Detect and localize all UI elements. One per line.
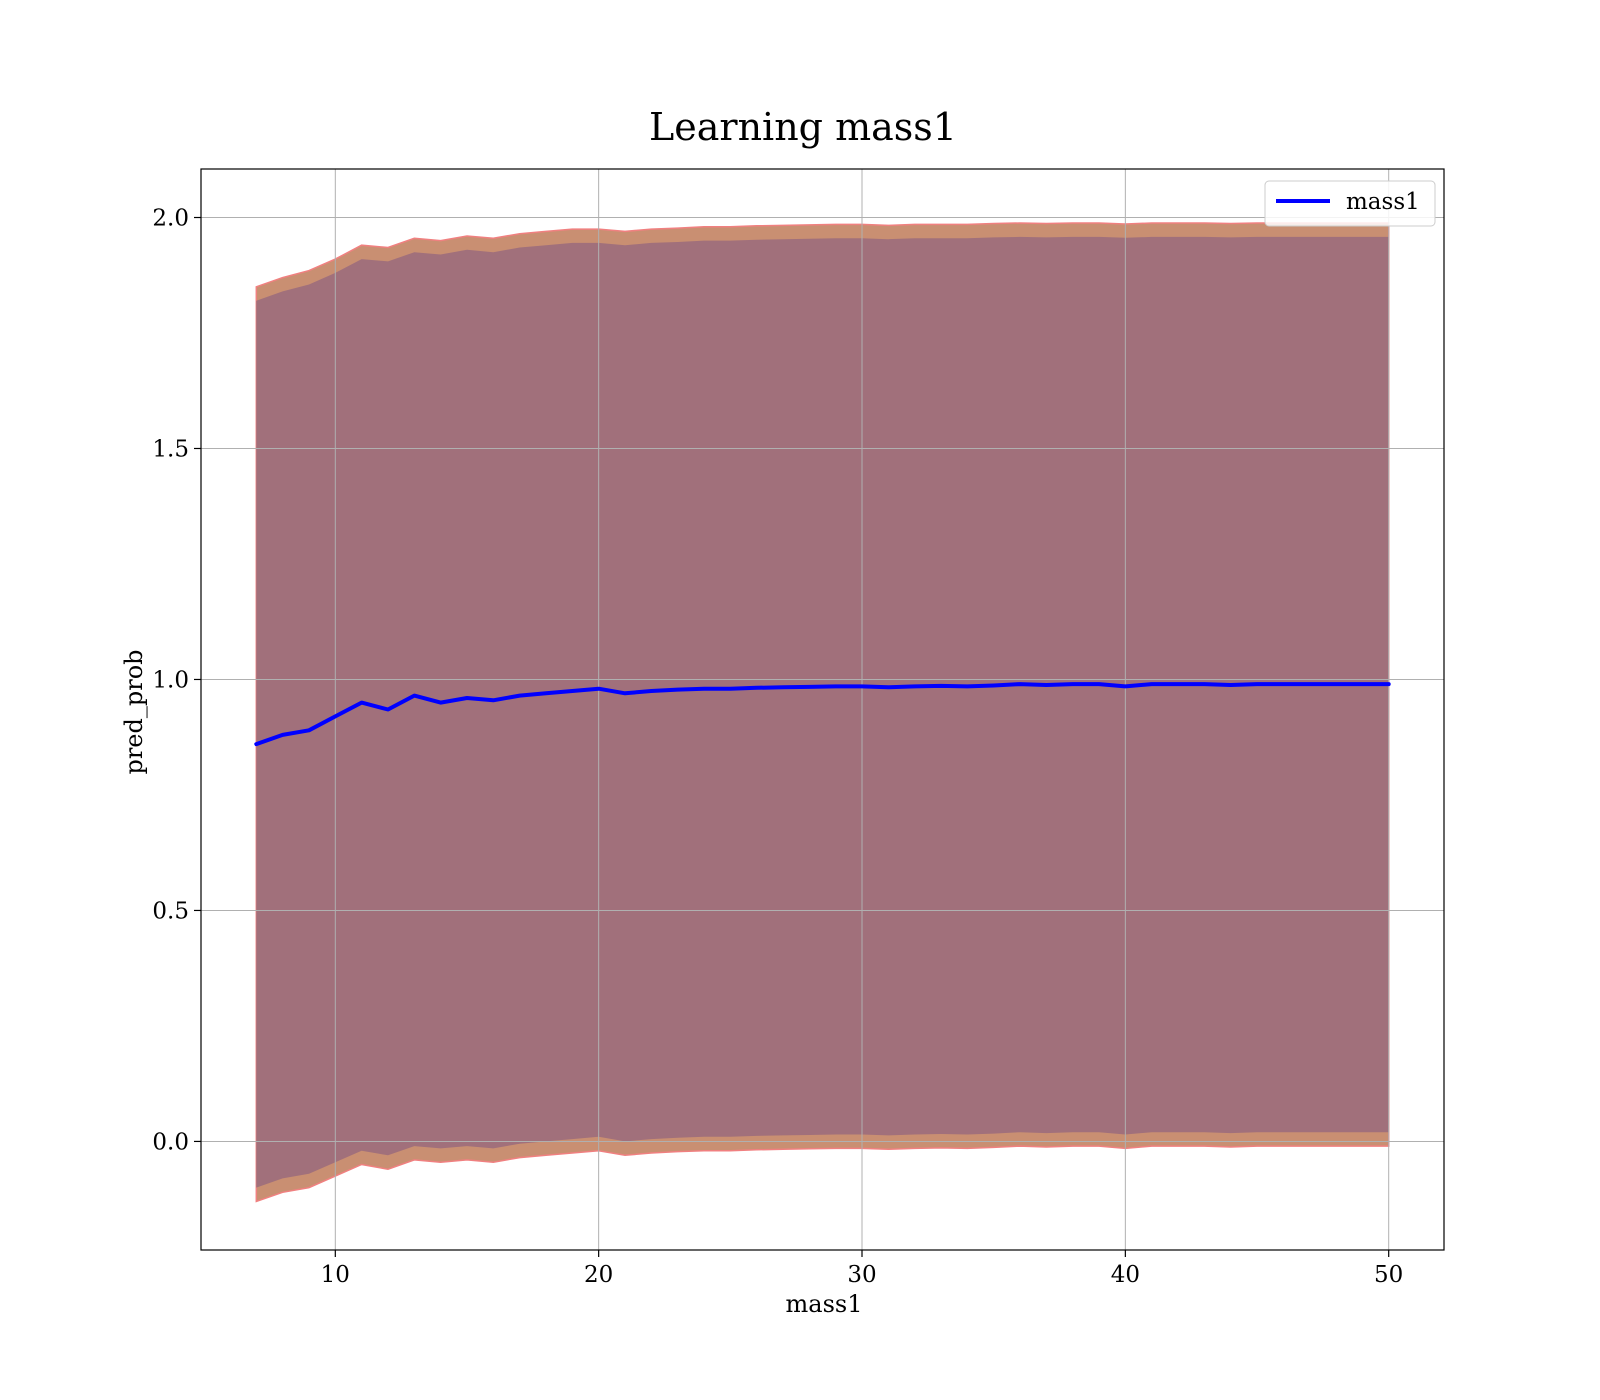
legend-label-mass1: mass1 bbox=[1346, 189, 1420, 215]
x-axis-ticks: 10 20 30 40 50 bbox=[321, 1250, 1403, 1288]
x-axis-label: mass1 bbox=[786, 1290, 863, 1318]
y-tick-label: 1.5 bbox=[152, 436, 189, 462]
x-tick-label: 20 bbox=[584, 1262, 613, 1288]
y-tick-label: 0.5 bbox=[152, 898, 189, 924]
series-line-mass1 bbox=[254, 682, 1391, 747]
chart-title: Learning mass1 bbox=[649, 105, 957, 149]
plot-area bbox=[200, 168, 1445, 1251]
y-axis-ticks: 0.0 0.5 1.0 1.5 2.0 bbox=[152, 206, 201, 1155]
legend-box bbox=[1264, 180, 1436, 227]
y-tick-label: 1.0 bbox=[152, 667, 189, 693]
x-tick-label: 40 bbox=[1111, 1262, 1140, 1288]
line-layer bbox=[254, 682, 1391, 747]
y-tick-label: 2.0 bbox=[152, 206, 189, 232]
axes-frame bbox=[200, 168, 1445, 1251]
legend: mass1 bbox=[1264, 180, 1436, 227]
x-tick-label: 50 bbox=[1374, 1262, 1403, 1288]
x-tick-label: 30 bbox=[847, 1262, 876, 1288]
bands-layer bbox=[255, 222, 1390, 1203]
y-tick-label: 0.0 bbox=[152, 1129, 189, 1155]
x-tick-label: 10 bbox=[321, 1262, 350, 1288]
grid-layer bbox=[201, 169, 1444, 1250]
uncertainty-band-inner bbox=[256, 236, 1389, 1188]
y-axis-label: pred_prob bbox=[120, 649, 148, 774]
